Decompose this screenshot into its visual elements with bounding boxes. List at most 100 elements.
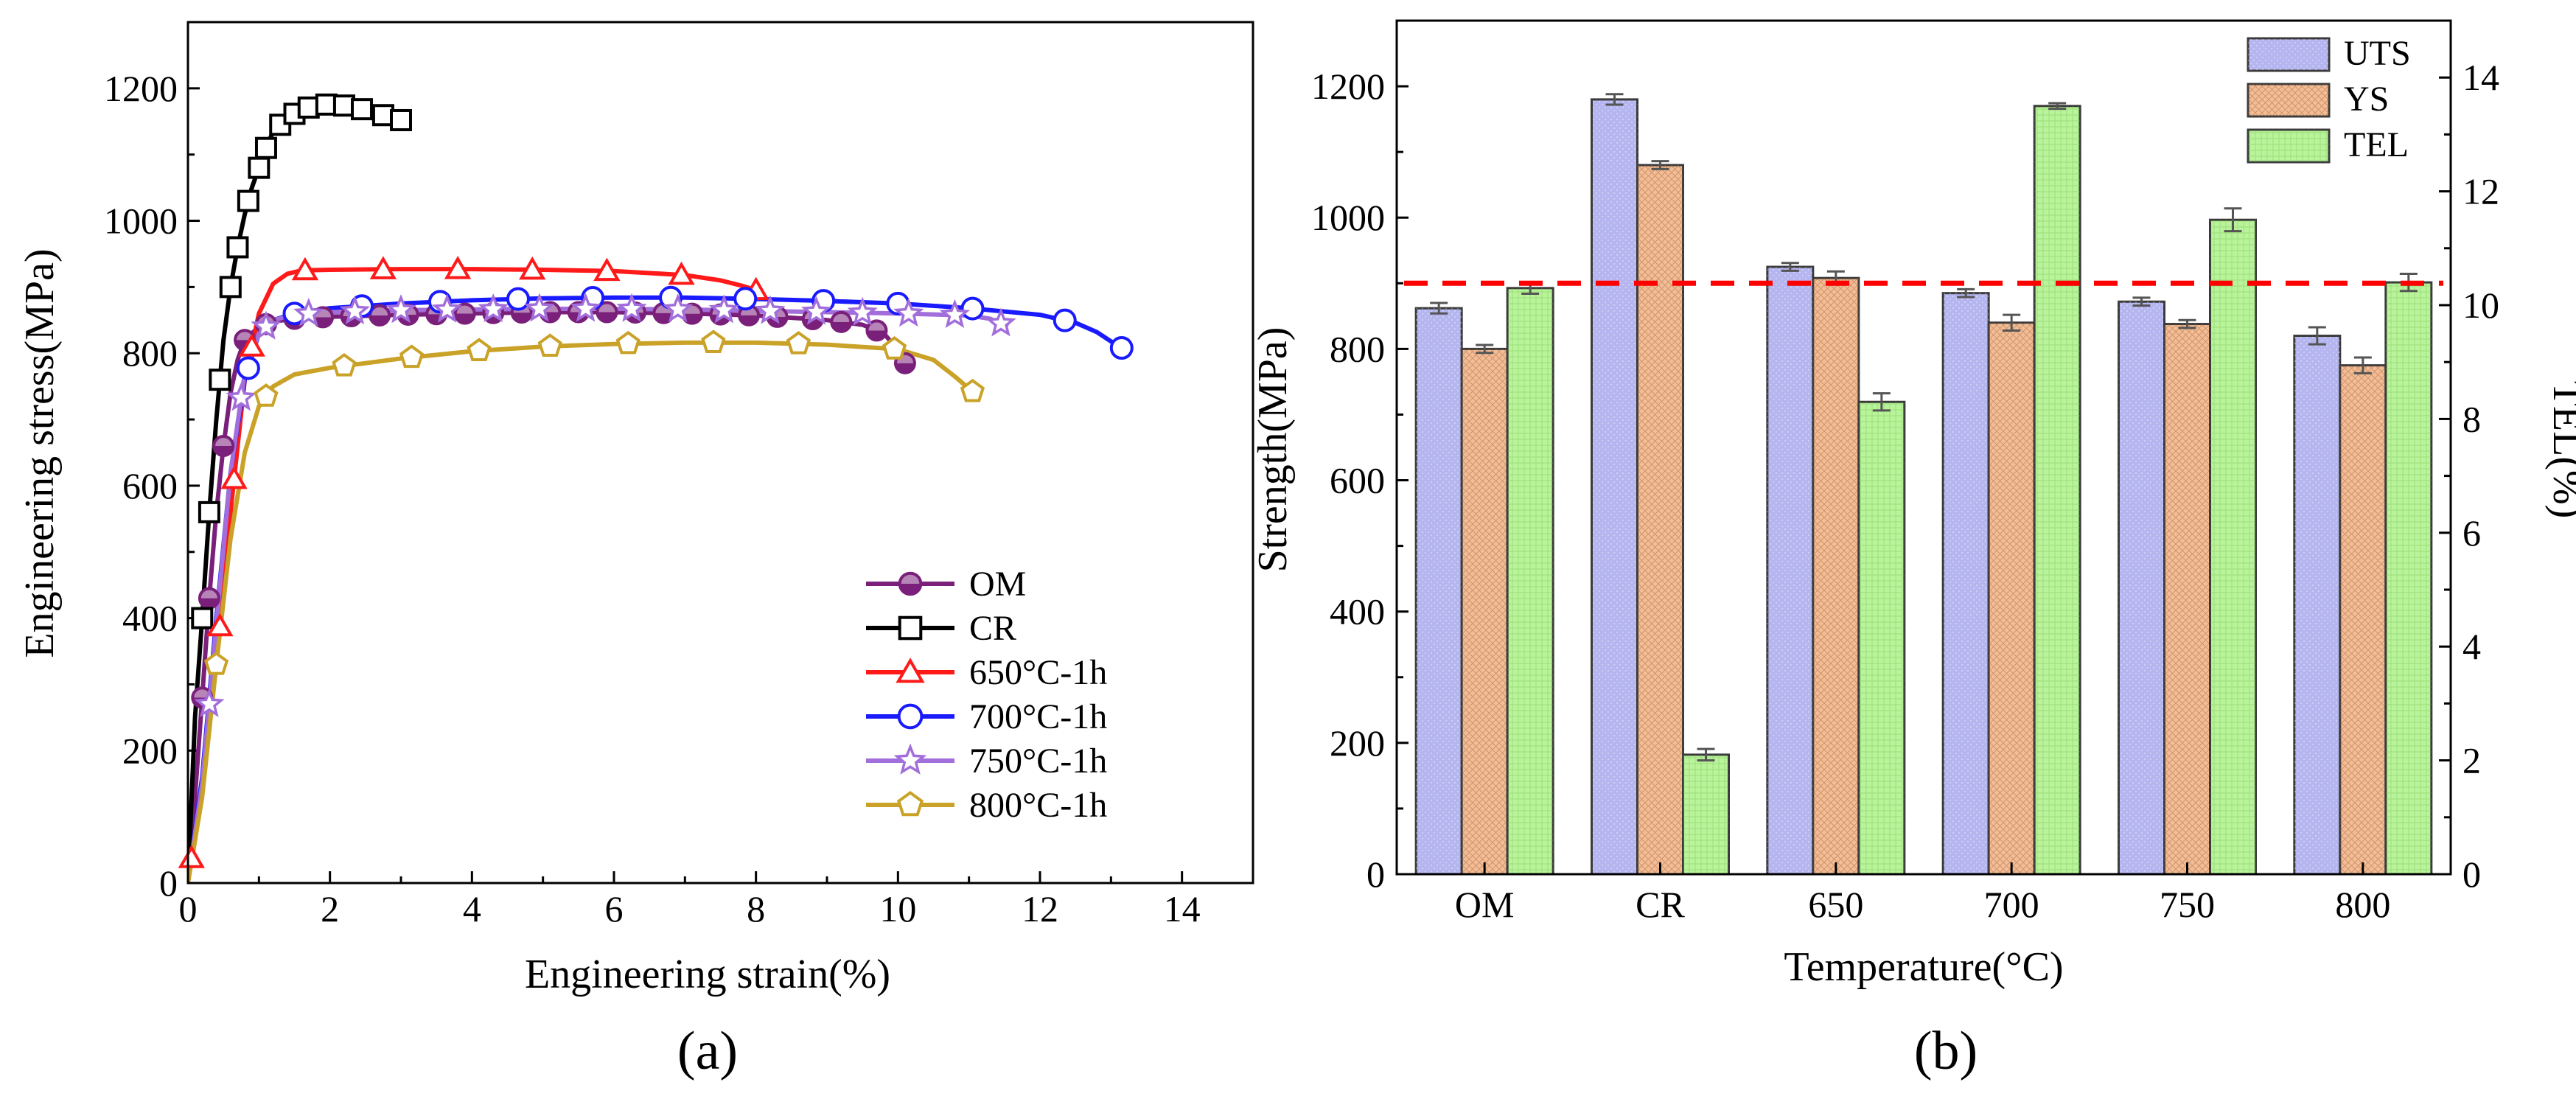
b-errorbar-tel bbox=[1697, 747, 1715, 762]
a-x-tick-label: 6 bbox=[605, 888, 624, 929]
b-legend-texture-tel bbox=[2248, 130, 2329, 162]
a-point-cr bbox=[198, 500, 220, 523]
a-point-700-c-1h bbox=[960, 296, 985, 321]
a-point-750-c-1h bbox=[616, 293, 647, 322]
a-point-cr bbox=[390, 108, 412, 131]
b-errorbar-tel bbox=[2048, 102, 2067, 111]
b-x-tick-label: 800 bbox=[2335, 884, 2390, 925]
b-legend-texture-uts bbox=[2248, 38, 2329, 71]
a-legend-label-cr: CR bbox=[969, 609, 1016, 648]
a-point-750-c-1h bbox=[385, 294, 416, 324]
b-y2-tick-label: 10 bbox=[2462, 285, 2499, 326]
a-point-cr bbox=[219, 276, 242, 299]
a-point-750-c-1h bbox=[847, 296, 878, 327]
a-point-650-c-1h bbox=[519, 256, 546, 280]
b-errorbar-uts bbox=[1781, 262, 1799, 272]
b-legend-texture-ys bbox=[2248, 84, 2329, 116]
a-point-750-c-1h bbox=[226, 382, 256, 411]
b-x-tick-label: OM bbox=[1455, 884, 1515, 925]
a-point-800-c-1h bbox=[960, 378, 985, 402]
a-legend-marker-800-c-1h bbox=[896, 791, 924, 817]
a-x-axis-label: Engineering strain(%) bbox=[525, 952, 890, 997]
b-bar-texture-uts bbox=[1767, 267, 1813, 874]
a-point-750-c-1h bbox=[293, 298, 324, 327]
b-y2-tick-label: 2 bbox=[2462, 740, 2481, 781]
b-errorbar-uts bbox=[1605, 93, 1624, 106]
a-y-tick-label: 1000 bbox=[104, 200, 178, 242]
b-y2-tick-label: 8 bbox=[2462, 398, 2481, 439]
a-x-tick-label: 0 bbox=[179, 888, 198, 929]
b-legend-label-uts: UTS bbox=[2344, 34, 2411, 73]
b-bar-texture-ys bbox=[1989, 322, 2035, 874]
a-legend-marker-750-c-1h bbox=[893, 743, 927, 775]
a-point-700-c-1h bbox=[1109, 336, 1134, 360]
a-x-tick-label: 2 bbox=[321, 888, 339, 929]
b-bar-texture-tel bbox=[1858, 402, 1905, 874]
b-errorbar-uts bbox=[1957, 287, 1975, 299]
a-x-tick-label: 4 bbox=[463, 888, 481, 929]
b-legend-label-ys: YS bbox=[2344, 80, 2389, 119]
a-point-cr bbox=[209, 369, 231, 391]
a-legend-label-om: OM bbox=[969, 565, 1026, 604]
b-bar-texture-tel bbox=[1507, 287, 1554, 875]
a-plot-frame bbox=[186, 21, 1254, 885]
a-legend: OM CR 650°C-1h 700°C-1h 750°C-1h 800°C-1h bbox=[866, 565, 1107, 825]
panel-a: 0 2 4 6 8 10 12 14 0 200 400 600 800 1000 1200 Engine… bbox=[17, 21, 1254, 1081]
a-point-800-c-1h bbox=[332, 353, 357, 377]
a-line-800-c-1h bbox=[188, 340, 974, 883]
b-y2-axis-label: TEL(%) bbox=[2544, 381, 2576, 519]
a-series-markers bbox=[178, 93, 1134, 868]
a-point-800-c-1h bbox=[203, 652, 229, 675]
b-errorbar-uts bbox=[1430, 301, 1448, 315]
a-point-800-c-1h bbox=[467, 338, 492, 361]
b-bar-texture-ys bbox=[1637, 164, 1683, 874]
a-point-800-c-1h bbox=[882, 336, 907, 360]
a-point-650-c-1h bbox=[444, 256, 472, 279]
b-y-tick-labels: 0 200 400 600 800 1000 1200 bbox=[1311, 66, 1409, 895]
a-point-cr bbox=[248, 156, 270, 179]
b-errorbar-tel bbox=[1872, 392, 1891, 412]
a-legend-label-700-c-1h: 700°C-1h bbox=[969, 697, 1107, 736]
a-y-tick-label: 1200 bbox=[104, 68, 178, 109]
a-point-700-c-1h bbox=[506, 287, 530, 311]
b-y-tick-label: 1000 bbox=[1311, 197, 1385, 238]
a-point-750-c-1h bbox=[985, 307, 1016, 337]
b-panel-label: (b) bbox=[1914, 1021, 1978, 1081]
a-y-tick-labels: 0 200 400 600 800 1000 1200 bbox=[104, 68, 178, 904]
a-legend-label-800-c-1h: 800°C-1h bbox=[969, 786, 1107, 825]
a-y-tick-label: 800 bbox=[122, 332, 178, 374]
b-bar-texture-ys bbox=[2164, 324, 2210, 874]
a-y-tick-label: 400 bbox=[122, 598, 178, 639]
a-point-650-c-1h bbox=[291, 257, 319, 281]
a-x-tick-label: 12 bbox=[1022, 888, 1058, 929]
a-point-om bbox=[198, 587, 220, 610]
a-point-om bbox=[212, 435, 235, 458]
a-point-750-c-1h bbox=[194, 688, 225, 718]
a-point-om bbox=[865, 319, 888, 342]
b-bars bbox=[1414, 98, 2433, 876]
b-x-tick-label: CR bbox=[1636, 884, 1685, 925]
b-y2-tick-label: 14 bbox=[2462, 57, 2499, 98]
b-bar-texture-tel bbox=[1683, 754, 1729, 874]
b-legend-label-tel: TEL bbox=[2344, 125, 2409, 164]
a-y-tick-label: 0 bbox=[159, 862, 178, 904]
a-y-tick-label: 600 bbox=[122, 465, 178, 506]
a-point-750-c-1h bbox=[800, 296, 832, 325]
a-legend-marker-700-c-1h bbox=[897, 703, 924, 730]
a-x-tick-label: 10 bbox=[879, 888, 916, 929]
a-point-om bbox=[596, 301, 618, 324]
b-bar-texture-ys bbox=[2339, 365, 2386, 875]
a-legend-marker-650-c-1h bbox=[896, 657, 925, 683]
panel-b: OM CR 650 700 750 800 0 200 400 600 800 1000 1200 0… bbox=[1250, 19, 2576, 1081]
b-bar-texture-uts bbox=[2118, 301, 2165, 874]
a-point-cr bbox=[351, 98, 374, 121]
a-line-750-c-1h bbox=[188, 307, 1009, 883]
b-bar-texture-tel bbox=[2210, 220, 2256, 874]
b-y2-tick-labels: 0 2 4 6 8 10 12 14 bbox=[2439, 57, 2499, 895]
a-point-750-c-1h bbox=[431, 293, 463, 323]
b-errorbar-ys bbox=[2003, 313, 2021, 332]
a-point-800-c-1h bbox=[537, 333, 562, 357]
b-bar-texture-uts bbox=[1943, 293, 1989, 875]
a-y-axis-label: Engineering stress(MPa) bbox=[17, 248, 63, 657]
a-line-650-c-1h bbox=[188, 267, 764, 883]
